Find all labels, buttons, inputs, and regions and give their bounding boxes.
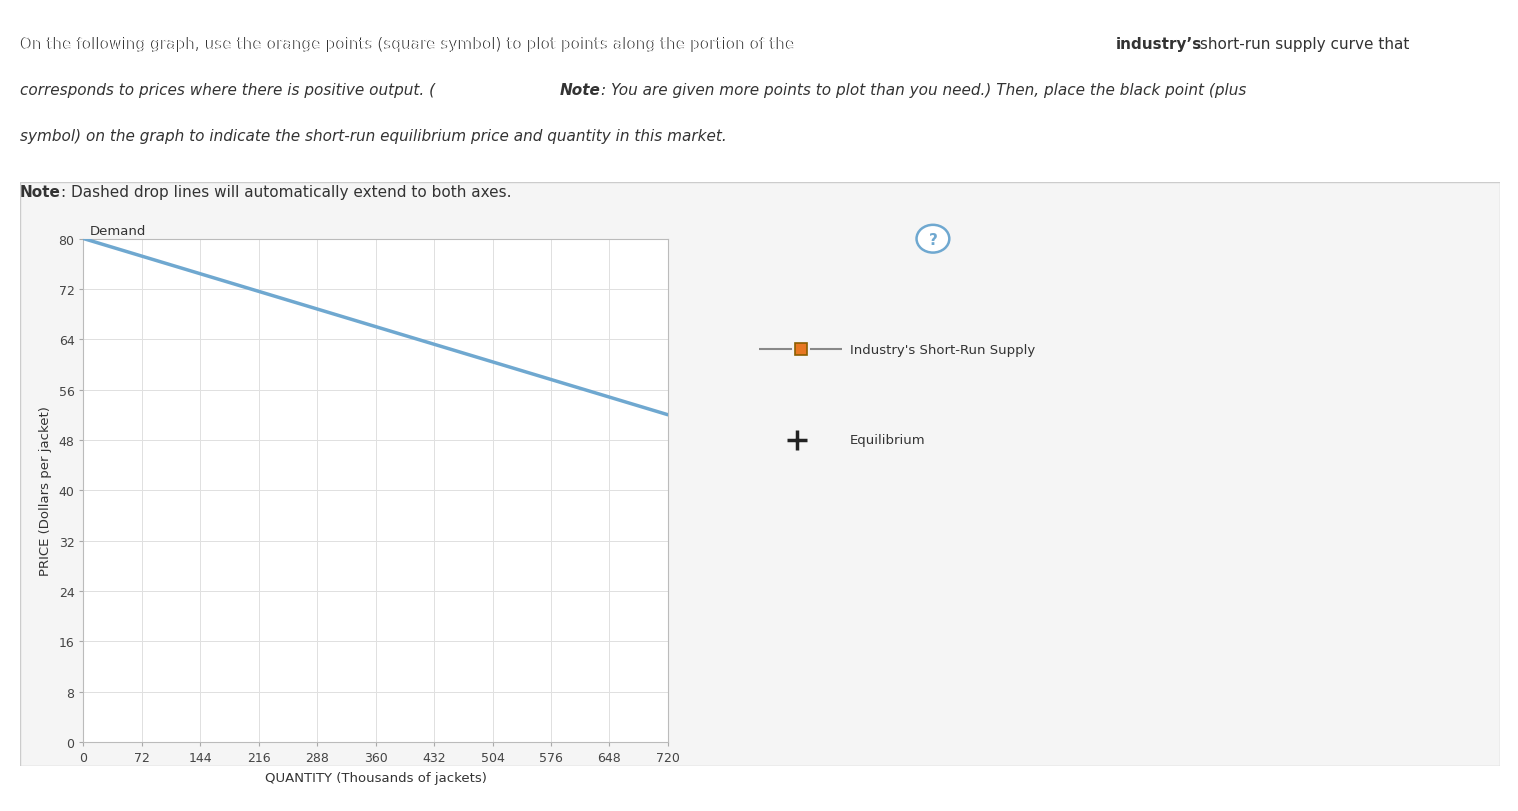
- Text: Note: Note: [560, 83, 601, 97]
- Text: Industry's Short-Run Supply: Industry's Short-Run Supply: [850, 343, 1035, 356]
- Text: : You are given more points to plot than you need.) Then, place the black point : : You are given more points to plot than…: [601, 83, 1246, 97]
- Text: short-run supply curve that: short-run supply curve that: [1195, 36, 1409, 51]
- Text: Equilibrium: Equilibrium: [850, 434, 926, 447]
- Text: On the following graph, use the orange points (square symbol) to plot points alo: On the following graph, use the orange p…: [20, 36, 798, 51]
- Text: Note: Note: [20, 184, 61, 200]
- Text: : Dashed drop lines will automatically extend to both axes.: : Dashed drop lines will automatically e…: [61, 184, 512, 200]
- Text: Demand: Demand: [90, 225, 146, 238]
- Circle shape: [917, 225, 949, 253]
- Text: corresponds to prices where there is positive output. (: corresponds to prices where there is pos…: [20, 83, 434, 97]
- Text: industry’s: industry’s: [1116, 36, 1202, 51]
- Text: ?: ?: [929, 233, 937, 248]
- FancyBboxPatch shape: [20, 182, 1500, 766]
- X-axis label: QUANTITY (Thousands of jackets): QUANTITY (Thousands of jackets): [264, 771, 487, 784]
- Text: On the following graph, use the orange points (square symbol) to plot points alo: On the following graph, use the orange p…: [21, 36, 800, 51]
- Text: symbol) on the graph to indicate the short-run equilibrium price and quantity in: symbol) on the graph to indicate the sho…: [20, 129, 727, 144]
- Y-axis label: PRICE (Dollars per jacket): PRICE (Dollars per jacket): [38, 406, 52, 576]
